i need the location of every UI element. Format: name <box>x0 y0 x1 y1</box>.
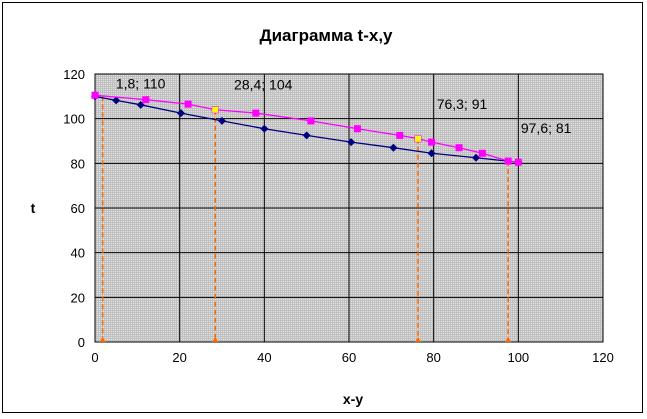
y-tick-label: 0 <box>78 335 85 350</box>
y-tick-label: 80 <box>71 156 85 171</box>
series-2-point <box>504 157 512 165</box>
y-tick-label: 20 <box>71 290 85 305</box>
drop-line-marker <box>505 337 512 342</box>
series-2-point <box>307 117 315 125</box>
series-2-point <box>353 125 361 133</box>
series-2-point <box>478 149 486 157</box>
y-tick-label: 100 <box>63 112 85 127</box>
series-line-2 <box>94 94 519 163</box>
y-axis-label: t <box>31 200 36 216</box>
grid-lines <box>94 73 604 343</box>
annotation-label: 97,6; 81 <box>521 120 572 136</box>
series-2-point <box>252 109 260 117</box>
y-tick-labels: 0 20 40 60 80 100 120 <box>63 67 85 350</box>
x-tick-label: 100 <box>507 350 529 365</box>
x-tick-label: 20 <box>172 350 186 365</box>
drop-line-marker <box>415 337 422 342</box>
series-group <box>91 91 523 167</box>
drop-lines <box>99 96 512 342</box>
highlight-point <box>415 135 422 142</box>
series-2-point <box>455 144 463 152</box>
x-axis-label: x-y <box>343 391 363 407</box>
x-tick-label: 120 <box>592 350 614 365</box>
y-tick-label: 120 <box>63 67 85 82</box>
y-tick-label: 60 <box>71 201 85 216</box>
drop-line-marker <box>212 337 219 342</box>
y-tick-label: 40 <box>71 246 85 261</box>
series-1-point <box>260 124 269 133</box>
chart-frame: Диаграмма t-x,y 0 20 40 60 80 100 120 0 20 40 60 8… <box>2 2 643 413</box>
series-2-point <box>142 96 150 104</box>
series-1-point <box>472 153 480 162</box>
annotation-label: 1,8; 110 <box>116 75 166 91</box>
series-1-point <box>218 116 226 125</box>
annotation-label: 28,4; 104 <box>234 77 293 93</box>
x-tick-label: 40 <box>257 350 271 365</box>
annotations: 1,8; 110 28,4; 104 76,3; 91 97,6; 81 <box>116 75 572 136</box>
series-2-point <box>514 158 522 166</box>
highlight-point <box>212 106 219 113</box>
series-2-point <box>396 131 404 139</box>
series-2-point <box>91 91 99 99</box>
series-1-point <box>302 131 311 140</box>
x-tick-labels: 0 20 40 60 80 100 120 <box>91 350 613 365</box>
annotation-label: 76,3; 91 <box>437 96 488 112</box>
x-tick-label: 0 <box>91 350 98 365</box>
chart-svg: Диаграмма t-x,y 0 20 40 60 80 100 120 0 20 40 60 8… <box>31 26 614 407</box>
series-1-point <box>389 143 398 152</box>
x-tick-label: 80 <box>426 350 440 365</box>
series-line-1 <box>94 95 519 163</box>
chart-title: Диаграмма t-x,y <box>260 26 394 45</box>
series-2-point <box>428 138 436 146</box>
series-1-point <box>347 138 356 147</box>
series-1-point <box>176 109 185 118</box>
series-1-point <box>112 96 121 105</box>
series-1-point <box>427 149 436 158</box>
series-2-point <box>184 100 192 108</box>
x-tick-label: 60 <box>342 350 356 365</box>
drop-line-marker <box>99 337 106 342</box>
